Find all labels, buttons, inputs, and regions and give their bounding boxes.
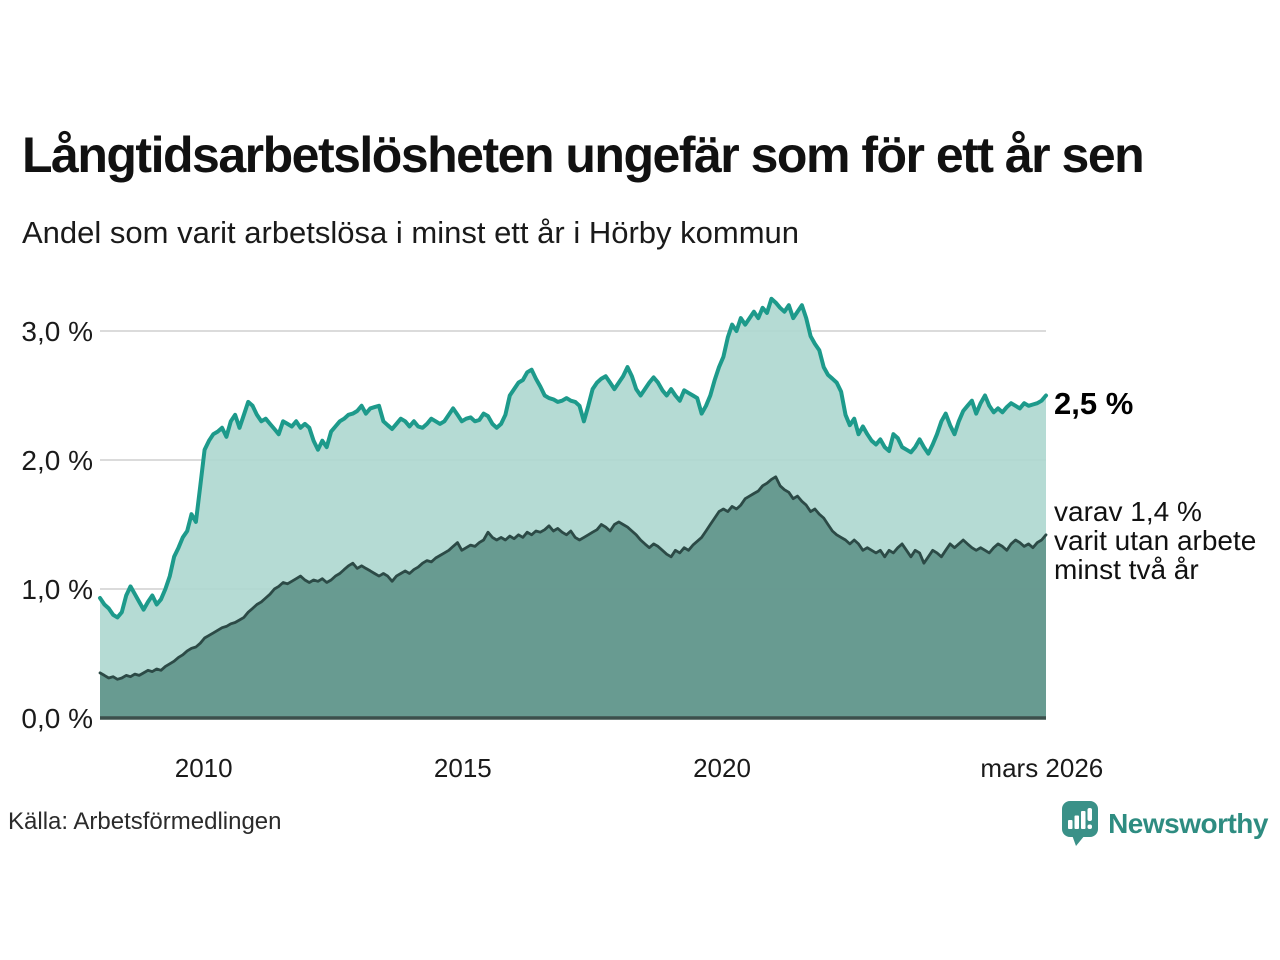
source-note: Källa: Arbetsförmedlingen [8,808,282,835]
annotation-series2-note: varav 1,4 % varit utan arbete minst två … [1054,497,1256,584]
brand-wordmark: Newsworthy [1108,807,1268,839]
y-axis-label: 0,0 % [21,703,93,734]
x-axis-label: mars 2026 [980,753,1103,783]
line-min-one-year [98,296,1048,620]
y-axis-label: 3,0 % [21,316,93,347]
y-axis-label: 1,0 % [21,574,93,605]
y-axis-label: 2,0 % [21,445,93,476]
annotation-note-line: varav 1,4 % [1054,496,1202,527]
x-axis-label: 2015 [434,753,492,783]
annotation-note-line: varit utan arbete [1054,525,1257,556]
area-min-two-years [100,476,1046,718]
x-axis-label: 2020 [693,753,751,783]
bar-chart-bubble-icon [1062,801,1099,846]
page-subtitle: Andel som varit arbetslösa i minst ett å… [22,215,799,250]
annotation-note-line: minst två år [1054,554,1199,585]
annotation-latest-value: 2,5 % [1054,386,1134,421]
page-title: Långtidsarbetslösheten ungefär som för e… [22,127,1145,183]
brand-lockup: Newsworthy [1061,800,1268,847]
x-axis-label: 2010 [175,753,233,783]
line-min-two-years [98,475,1048,681]
